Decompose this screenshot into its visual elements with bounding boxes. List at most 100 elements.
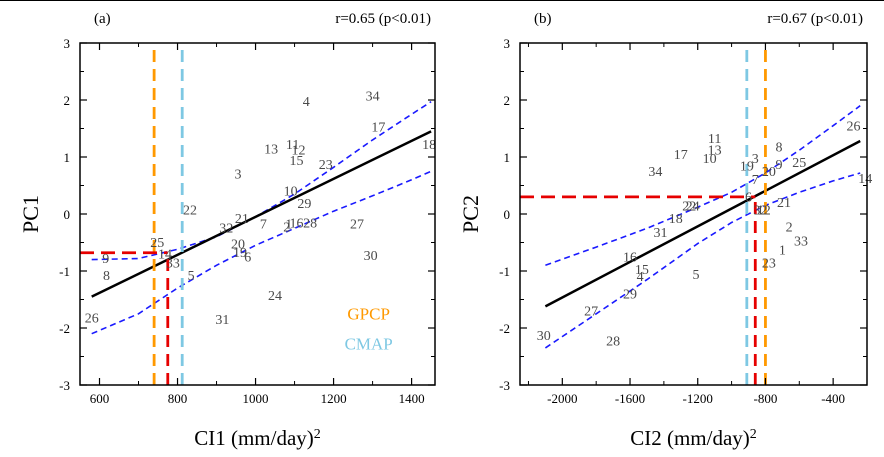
panel-a-xtick-label: 800: [168, 391, 188, 406]
top-border: [0, 0, 884, 1]
panel-b-point-28: 28: [606, 334, 620, 349]
panel-a-stat-text: r=0.65 (p<0.01): [335, 11, 431, 27]
panel-a-label: (a): [94, 11, 111, 27]
legend-cmap: CMAP: [345, 334, 393, 353]
panel-a-xlabel: CI1 (mm/day)2: [194, 426, 321, 450]
panel-a-point-26: 26: [85, 312, 99, 327]
panel-a-point-34: 34: [366, 89, 380, 104]
panel-a-point-2: 2: [283, 220, 290, 235]
panel-a-ci-upper-line: [91, 101, 432, 261]
panel-a-ylabel: PC1: [18, 195, 43, 233]
panel-b-xtick-label: -800: [754, 391, 778, 406]
panel-b-ci-lower-line: [544, 172, 861, 349]
panel-b-point-22: 22: [682, 199, 696, 214]
panel-a-point-15: 15: [290, 154, 304, 169]
panel-a-point-24: 24: [268, 289, 282, 304]
panel-a-xtick-label: 1200: [321, 391, 347, 406]
panel-b-point-27: 27: [584, 304, 598, 319]
panel-b-point-26: 26: [846, 120, 860, 135]
panel-a-xtick-label: 1400: [399, 391, 425, 406]
panel-a-point-28: 28: [303, 216, 317, 231]
panel-a-point-9: 9: [102, 252, 109, 267]
panel-b-point-18: 18: [669, 212, 683, 227]
panel-b-label: (b): [534, 11, 552, 27]
panel-a-point-25: 25: [150, 236, 164, 251]
panel-b-point-13: 13: [708, 144, 722, 159]
panel-a-ytick-label: 2: [64, 93, 71, 108]
panel-b-point-29: 29: [623, 288, 637, 303]
panel-a-point-21: 21: [235, 212, 249, 227]
panel-a-point-17: 17: [371, 121, 385, 136]
panel-b-ytick-label: 2: [504, 93, 511, 108]
panel-b-ytick-label: 3: [504, 36, 511, 51]
panel-a-point-31: 31: [215, 313, 229, 328]
panel-b-point-7: 7: [752, 173, 759, 188]
panel-b-point-10: 10: [703, 152, 717, 167]
panel-a-point-18: 18: [422, 138, 436, 153]
panel-a-point-22: 22: [183, 203, 197, 218]
panel-b-point-4: 4: [637, 270, 644, 285]
panel-a-point-5: 5: [188, 269, 195, 284]
panel-a-point-13: 13: [264, 142, 278, 157]
panel-b-point-25: 25: [792, 156, 806, 171]
panel-a-ytick-label: -1: [59, 264, 70, 279]
panel-a-ci-lower-line: [91, 170, 432, 335]
panel-b-point-14: 14: [858, 172, 872, 187]
panel-b-ytick-label: 1: [504, 150, 511, 165]
panel-b-xtick-label: -1600: [615, 391, 645, 406]
panel-b-xtick-label: -2000: [547, 391, 577, 406]
panel-a-point-32: 32: [219, 222, 233, 237]
panel-b-ytick-label: -2: [499, 321, 510, 336]
panel-a-ytick-label: 0: [64, 207, 71, 222]
panel-b-xlabel: CI2 (mm/day)2: [630, 426, 757, 450]
panel-b-point-23: 23: [762, 256, 776, 271]
panel-a-point-12: 12: [291, 144, 305, 159]
panel-b-point-31: 31: [653, 226, 667, 241]
panel-b-point-8: 8: [775, 141, 782, 156]
panel-b-point-33: 33: [794, 235, 808, 250]
panel-b-point-16: 16: [623, 251, 637, 266]
panel-b-point-17: 17: [674, 148, 688, 163]
panel-a-point-8: 8: [103, 269, 110, 284]
panel-b-point-20: 20: [762, 165, 776, 180]
panel-a-point-27: 27: [350, 218, 364, 233]
panel-a-ytick-label: -2: [59, 321, 70, 336]
panel-b-point-3: 3: [752, 152, 759, 167]
panel-b-ytick-label: -3: [499, 378, 510, 393]
panel-b-point-12: 12: [757, 203, 771, 218]
panel-b-point-11: 11: [708, 132, 721, 147]
panel-b-point-15: 15: [635, 263, 649, 278]
panel-a-point-20: 20: [231, 238, 245, 253]
panel-a-xtick-label: 600: [90, 391, 110, 406]
panel-a-point-16: 16: [290, 216, 304, 231]
panel-a-regression-line: [91, 130, 432, 298]
panel-b-point-5: 5: [693, 268, 700, 283]
panel-b-point-9: 9: [775, 158, 782, 173]
panel-b-point-21: 21: [777, 196, 791, 211]
panel-a-point-7: 7: [260, 218, 267, 233]
panel-b-point-34: 34: [648, 165, 662, 180]
panel-a-point-30: 30: [364, 249, 378, 264]
panel-b-ci-upper-line: [545, 105, 861, 267]
panel-a-point-29: 29: [297, 197, 311, 212]
panel-b-stat-text: r=0.67 (p<0.01): [767, 11, 863, 27]
panel-a-point-11: 11: [286, 138, 299, 153]
panel-b-xtick-label: -1200: [683, 391, 713, 406]
panel-a-point-14: 14: [158, 247, 172, 262]
legend-gpcp: GPCP: [347, 304, 390, 323]
panel-b-point-19: 19: [740, 159, 754, 174]
panel-a-point-1: 1: [285, 218, 292, 233]
panel-b-point-2: 2: [786, 220, 793, 235]
panel-b-point-6: 6: [745, 190, 752, 205]
panel-a-point-10: 10: [284, 185, 298, 200]
panel-a-ytick-label: 1: [64, 150, 71, 165]
panel-b-ytick-label: 0: [504, 207, 511, 222]
panel-b-ytick-label: -1: [499, 264, 510, 279]
panel-a-point-33: 33: [166, 256, 180, 271]
panel-b-point-32: 32: [753, 203, 767, 218]
panel-a-point-4: 4: [303, 95, 310, 110]
panel-b-xtick-label: -400: [821, 391, 845, 406]
panel-a-xtick-label: 1000: [243, 391, 269, 406]
panel-a-ytick-label: 3: [64, 36, 71, 51]
